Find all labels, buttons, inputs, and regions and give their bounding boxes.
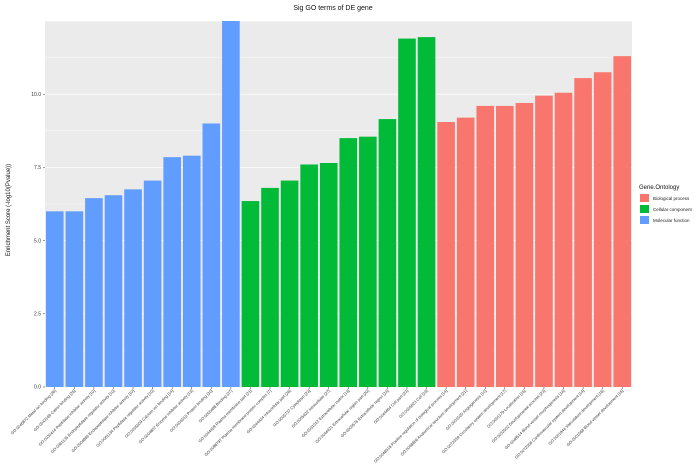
bar [300,164,318,387]
bar [535,95,553,387]
bar [378,119,397,387]
x-tick-label: GO:0044464 Cell part [33] [373,388,410,425]
legend-key-biological-process [640,194,649,202]
bars [45,21,632,388]
legend-label-cellular-component: Cellular component [653,207,693,212]
gridlines [45,20,632,388]
bar [339,138,358,387]
y-tick-label: 5.0 [34,238,41,244]
bar [241,201,260,387]
bar [496,105,514,388]
bar [515,102,534,387]
y-axis-ticks: 0.0 2.5 5.0 7.5 10.0 [31,92,45,391]
x-axis-tick-labels: GO:0046872 Metal ion binding [26]GO:0043… [10,387,624,464]
chart-title: Sig GO terms of DE gene [293,5,372,12]
bar [574,78,592,387]
bar [163,157,181,387]
x-tick-label: GO:0005737 Cytoplasm [23] [272,388,311,427]
bar [456,117,475,388]
bar [85,198,103,387]
bar [143,180,162,387]
bar [398,38,416,388]
y-tick-label: 2.5 [34,312,41,318]
y-tick-label: 0.0 [34,385,41,391]
bar [104,195,123,387]
x-tick-label: GO:0005622 Intracellular [27] [290,388,331,429]
bar [613,56,632,388]
bar [593,72,612,388]
y-axis-label: Enrichment Score (-log10(Pvalue)) [6,164,12,256]
bar [359,136,377,387]
bar [124,189,142,387]
bar [319,163,338,387]
legend-label-molecular-function: Molecular function [653,218,690,223]
bar [261,187,279,387]
x-tick-label: GO:0051179 Localization [16] [486,388,527,429]
bar [437,122,455,388]
bar [45,211,64,387]
bar [222,21,240,387]
bar [280,180,299,387]
legend-key-cellular-component [640,205,649,213]
y-tick-label: 7.5 [34,165,41,171]
legend: Gene.Ontology Biological process Cellula… [639,185,693,224]
x-tick-label: GO:0048518 Positive regulation of biolog… [373,388,449,464]
legend-title: Gene.Ontology [639,185,679,191]
bar [182,155,201,387]
x-tick-label: GO:0005488 Binding [37] [198,388,233,423]
y-tick-label: 10.0 [31,92,41,98]
bar [554,92,573,388]
bar [476,105,495,388]
x-tick-label: GO:0072358 Cardiovascular system develop… [514,388,586,460]
bar [65,211,84,387]
bar [202,123,221,387]
legend-label-biological-process: Biological process [653,196,690,201]
bar [417,37,436,387]
legend-key-molecular-function [640,216,649,224]
